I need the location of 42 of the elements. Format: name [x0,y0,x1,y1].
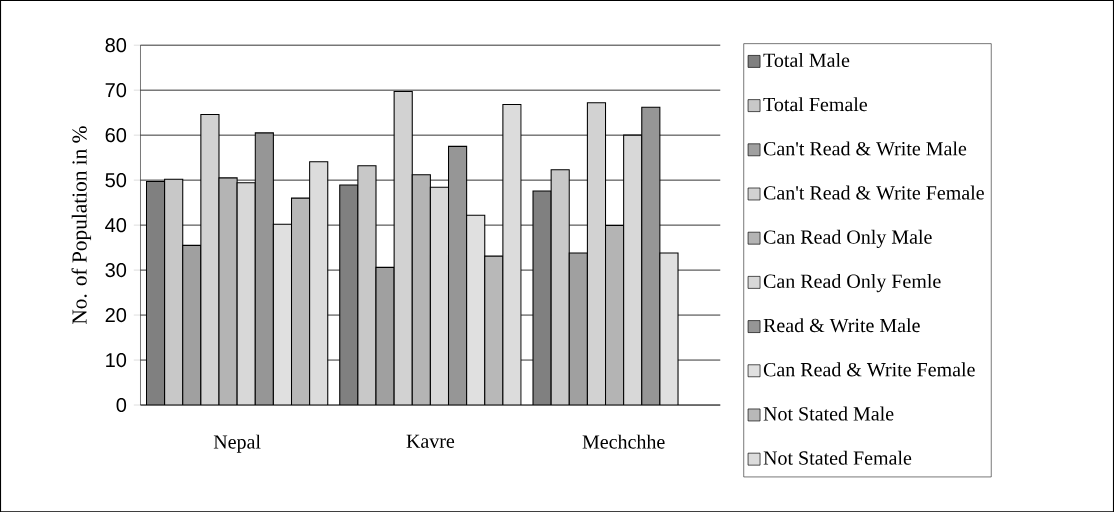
y-tick-label: 0 [116,397,127,413]
bar [309,161,329,405]
bar [254,132,274,405]
legend-label: Can Read Only Femle [763,273,941,293]
bar [466,214,486,405]
y-tick-label: 80 [105,38,127,53]
y-tick-label: 50 [105,172,127,188]
legend-label: Not Stated Male [763,406,894,421]
x-tick-label: Mechchhe [582,434,665,449]
y-tick-label: 60 [105,127,127,143]
legend-label: Read & Write Male [763,318,920,333]
bar [272,223,293,405]
bar [393,90,413,405]
bar [164,178,184,405]
x-tick-label: Nepal [213,434,261,453]
y-tick-label: 20 [105,307,127,323]
bar [182,244,202,405]
bar [145,180,166,405]
bar [586,102,607,405]
y-tick-label: 30 [105,262,127,278]
legend-label: Total Male [763,52,850,67]
legend-label: Can't Read & Write Female [763,185,984,200]
bar [568,252,588,405]
legend-label: Not Stated Female [763,450,912,465]
bar [236,182,256,405]
y-axis-title: No. of Population in % [71,126,92,324]
bar [641,106,661,405]
bar [550,169,570,405]
bar [623,134,643,405]
bar [429,186,450,405]
bar [290,197,311,405]
y-tick-label: 70 [105,82,127,98]
bar [447,145,468,405]
bar [484,255,504,405]
legend-label: Can't Read & Write Male [763,141,967,156]
y-tick-label: 10 [106,352,127,368]
legend-label: Can Read & Write Female [763,362,975,377]
bar [339,184,359,405]
y-tick-label: 40 [105,217,127,233]
legend-label: Can Read Only Male [763,229,932,248]
legend-label: Total Female [763,97,868,112]
x-tick-label: Kavre [406,434,455,448]
